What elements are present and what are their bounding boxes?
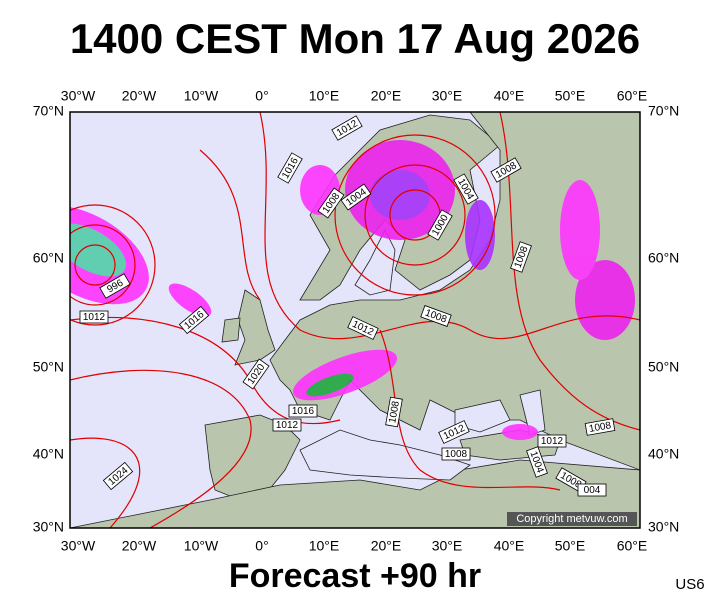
isobar-label-box [347, 316, 379, 340]
lon-label-top: 20°W [122, 88, 157, 104]
isobar-label: 1008 [441, 447, 471, 461]
isobar-label-text: 1008 [445, 449, 468, 460]
lon-label-top: 50°E [555, 88, 586, 104]
lat-label-left: 50°N [33, 359, 64, 375]
isobar-label: 1008 [584, 418, 616, 436]
lon-label-bottom: 20°E [371, 538, 402, 554]
isobar-label-box [438, 420, 470, 444]
lat-label-left: 40°N [33, 446, 64, 462]
isobar-label-box [537, 434, 567, 448]
title: 1400 CEST Mon 17 Aug 2026 [70, 15, 640, 62]
isobar-label-box [79, 310, 109, 324]
lat-label-left: 70°N [33, 103, 64, 119]
isobar-label-text: 1012 [83, 312, 106, 323]
axis-labels: 30°W 30°W 20°W 20°W 10°W 10°W 0° 0° 10°E 10°E 20°E… [33, 88, 680, 554]
isobar-label-text: 1016 [292, 406, 315, 417]
lon-label-bottom: 10°W [184, 538, 219, 554]
isobar-label-box [420, 305, 452, 327]
lon-label-top: 0° [255, 88, 268, 104]
isobar-label-box [277, 152, 303, 184]
isobar-label-box [288, 404, 318, 418]
lon-label-bottom: 50°E [555, 538, 586, 554]
lat-label-left: 60°N [33, 250, 64, 266]
isobar-label-box [490, 157, 522, 183]
forecast-label: Forecast +90 hr [229, 557, 481, 595]
map-frame [69, 111, 641, 529]
isobar-label-box [510, 241, 532, 273]
map [70, 112, 640, 528]
isobar-label: 1016 [288, 404, 318, 418]
lon-label-bottom: 30°E [432, 538, 463, 554]
isobar-label-text: 1008 [387, 400, 402, 424]
lat-label-right: 60°N [648, 250, 679, 266]
isobar-label-box [385, 396, 403, 428]
isobar-label-box [102, 461, 134, 491]
isobar-label-box [526, 446, 548, 478]
lat-label-right: 40°N [648, 446, 679, 462]
lat-label-right: 70°N [648, 103, 679, 119]
isobar-label-box [317, 187, 345, 219]
isobar-label-box [331, 115, 363, 141]
inland-seas [299, 229, 546, 481]
lon-label-top: 10°W [184, 88, 219, 104]
isobar-label: 1012 [272, 418, 302, 432]
lon-label-bottom: 0° [255, 538, 268, 554]
lat-label-right: 50°N [648, 359, 679, 375]
copyright-box [507, 512, 637, 526]
model-code: US6 [675, 576, 704, 593]
lon-label-bottom: 10°E [309, 538, 340, 554]
lon-label-top: 20°E [371, 88, 402, 104]
lon-label-bottom: 30°W [61, 538, 96, 554]
lon-label-top: 30°W [61, 88, 96, 104]
lon-label-top: 40°E [494, 88, 525, 104]
isobar-label-box [99, 273, 131, 299]
isobar-label-box [441, 447, 471, 461]
copyright: Copyright metvuw.com [516, 513, 627, 525]
isobar-label-box [242, 358, 270, 390]
isobar-label-box [577, 483, 607, 497]
isobar-label-text: 1008 [588, 420, 612, 435]
lon-label-bottom: 60°E [617, 538, 648, 554]
isobar-label-box [427, 209, 453, 241]
lon-label-bottom: 20°W [122, 538, 157, 554]
isobar-label-text: 1012 [276, 420, 299, 431]
isobar-label-text: 1012 [541, 436, 564, 447]
isobar-label: 1012 [537, 434, 567, 448]
lon-label-top: 30°E [432, 88, 463, 104]
lon-label-top: 10°E [309, 88, 340, 104]
isobar-label: 1012 [79, 310, 109, 324]
isobar-label-box [584, 418, 616, 436]
isobar-label: 1008 [385, 396, 403, 428]
isobar-label-box [272, 418, 302, 432]
isobar-label-box [178, 305, 210, 335]
isobar-label-box [340, 183, 372, 211]
lat-label-left: 30°N [33, 519, 64, 535]
isobar-label-box [453, 173, 479, 205]
lon-label-top: 60°E [617, 88, 648, 104]
isobar-label: 004 [577, 483, 607, 497]
lat-label-right: 30°N [648, 519, 679, 535]
lon-label-bottom: 40°E [494, 538, 525, 554]
isobar-label-text: 004 [584, 485, 601, 496]
